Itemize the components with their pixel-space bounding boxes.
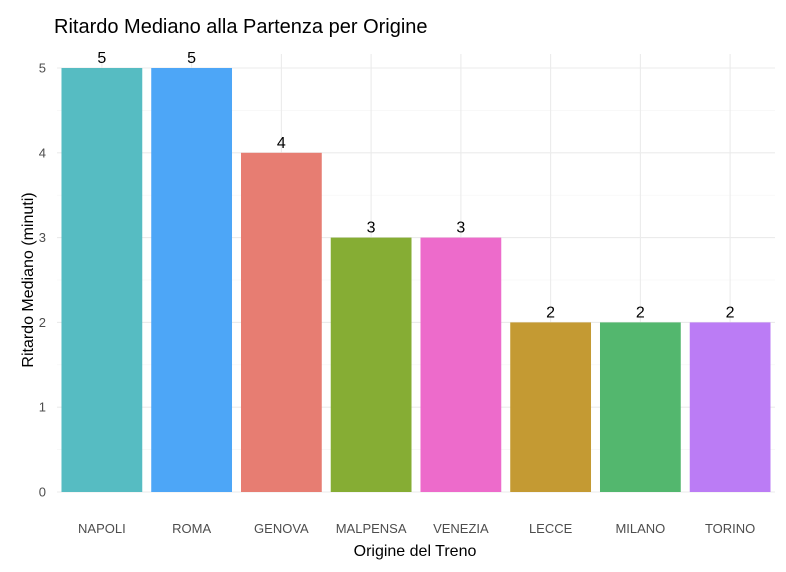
data-label: 5 bbox=[187, 50, 196, 67]
y-axis-label: Ritardo Mediano (minuti) bbox=[20, 192, 37, 367]
bar-lecce bbox=[510, 322, 592, 492]
y-tick-label: 3 bbox=[39, 230, 46, 245]
bar-torino bbox=[689, 322, 771, 492]
x-tick-label: MILANO bbox=[615, 521, 665, 536]
x-axis-label: Origine del Treno bbox=[354, 543, 477, 560]
x-axis-ticks: NAPOLI ROMA GENOVA MALPENSA VENEZIA LECCE MILA… bbox=[78, 521, 755, 536]
x-tick-label: NAPOLI bbox=[78, 521, 126, 536]
data-label: 3 bbox=[456, 220, 465, 237]
x-tick-label: GENOVA bbox=[254, 521, 309, 536]
data-labels: 5 5 4 3 3 2 2 2 bbox=[97, 50, 734, 321]
y-tick-label: 5 bbox=[39, 61, 46, 76]
x-tick-label: TORINO bbox=[705, 521, 755, 536]
y-tick-label: 1 bbox=[39, 400, 46, 415]
y-axis-ticks: 0 1 2 3 4 5 bbox=[39, 61, 46, 500]
data-label: 4 bbox=[277, 135, 286, 152]
bars bbox=[61, 68, 771, 493]
bar-genova bbox=[240, 152, 322, 493]
data-label: 2 bbox=[636, 304, 645, 321]
chart-title: Ritardo Mediano alla Partenza per Origin… bbox=[54, 16, 428, 38]
y-tick-label: 4 bbox=[39, 145, 46, 160]
bar-malpensa bbox=[330, 237, 412, 492]
bar-roma bbox=[151, 68, 233, 492]
x-tick-label: ROMA bbox=[172, 521, 211, 536]
y-tick-label: 2 bbox=[39, 315, 46, 330]
data-label: 3 bbox=[367, 220, 376, 237]
data-label: 5 bbox=[97, 50, 106, 67]
x-tick-label: VENEZIA bbox=[433, 521, 489, 536]
bar-milano bbox=[599, 322, 681, 492]
bar-napoli bbox=[61, 68, 143, 492]
y-tick-label: 0 bbox=[39, 485, 46, 500]
x-tick-label: LECCE bbox=[529, 521, 573, 536]
data-label: 2 bbox=[726, 304, 735, 321]
x-tick-label: MALPENSA bbox=[336, 521, 407, 536]
bar-venezia bbox=[420, 237, 502, 492]
data-label: 2 bbox=[546, 304, 555, 321]
